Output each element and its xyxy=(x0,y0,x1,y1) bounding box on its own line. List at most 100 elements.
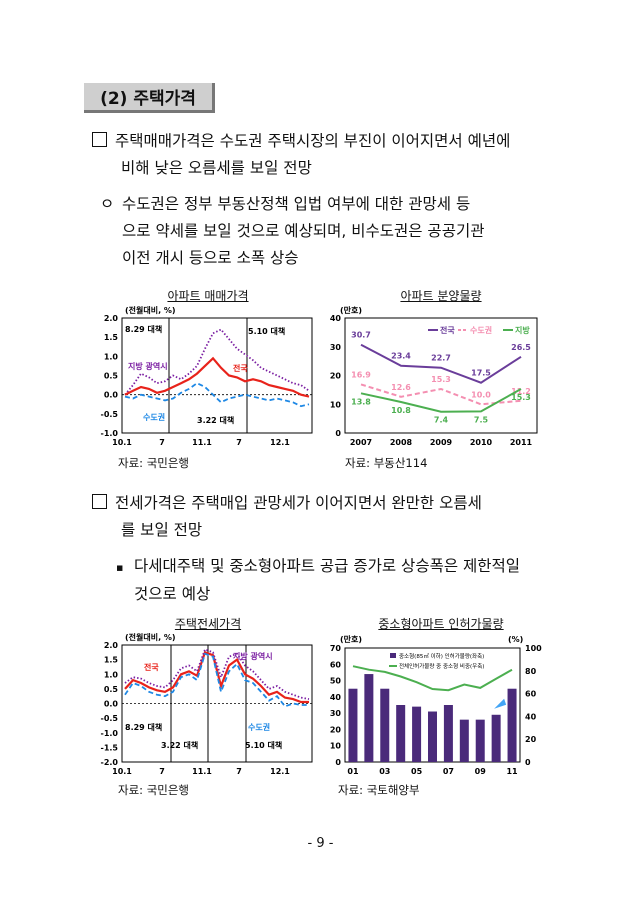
chart4-ytick-right-label: 40 xyxy=(525,712,537,721)
chart3-xtick-label: 7 xyxy=(159,767,165,776)
series-line-전국 xyxy=(124,650,309,704)
chart2-xtick-label: 2007 xyxy=(350,438,372,447)
bullet-text-line2: 것으로 예상 xyxy=(134,585,211,603)
chart4-unit-right: (%) xyxy=(508,635,523,644)
chart4-xtick-label: 11 xyxy=(506,767,518,776)
data-label: 7.4 xyxy=(434,416,449,425)
chart4-ytick-label: 40 xyxy=(330,693,342,702)
chart4-ytick-label: 10 xyxy=(330,742,342,751)
chart2-ytick-label: 0 xyxy=(335,429,341,438)
square-bullet-icon xyxy=(92,494,107,509)
bar xyxy=(507,688,517,762)
chart1-ytick-label: 1.5 xyxy=(104,333,119,342)
series-line-전국 xyxy=(124,356,310,398)
chart1-xtick-label: 11.1 xyxy=(192,438,212,447)
chart2-title: 아파트 분양물량 xyxy=(400,289,482,303)
series-label-수도권: 수도권 xyxy=(143,412,165,422)
chart3-ytick-label: -1.0 xyxy=(101,729,119,738)
chart1-source: 자료: 국민은행 xyxy=(118,456,190,470)
chart1-xtick-label: 7 xyxy=(236,438,242,447)
chart4-xtick-label: 07 xyxy=(443,767,454,776)
chart3-xtick-label: 10.1 xyxy=(112,767,132,776)
chart1-annotation: 3.22 대책 xyxy=(197,415,234,425)
bullet-text-line1: 주택매매가격은 수도권 주택시장의 부진이 이어지면서 예년에 xyxy=(115,132,511,150)
chart4-ytick-right-label: 60 xyxy=(525,690,537,699)
chart4-xtick-label: 05 xyxy=(411,767,423,776)
chart3-annotation: 5.10 대책 xyxy=(245,740,282,750)
chart3-ytick-label: 0.5 xyxy=(104,685,119,694)
chart1-ytick-label: 2.0 xyxy=(104,314,119,323)
square-bullet-icon xyxy=(92,132,107,147)
chart2-xtick-label: 2010 xyxy=(470,438,493,447)
series-line-전국 xyxy=(360,343,522,384)
chart3-ytick-label: -2.0 xyxy=(101,758,119,767)
bullet-text-line1: 전세가격은 주택매입 관망세가 이어지면서 완만한 오름세 xyxy=(115,494,482,512)
chart1-frame xyxy=(121,317,313,434)
bullet-capital-region: ㅇ 수도권은 정부 부동산정책 입법 여부에 대한 관망세 등 으로 약세를 보일… xyxy=(100,191,484,272)
bar xyxy=(428,711,437,762)
chart4-ytick-right-label: 100 xyxy=(525,644,542,653)
bullet-sale-price: 주택매매가격은 수도권 주택시장의 부진이 이어지면서 예년에 비해 낮은 오름… xyxy=(92,128,510,182)
chart4-ytick-label: 20 xyxy=(330,725,342,734)
legend-label: 지방 xyxy=(515,325,530,335)
circle-bullet-icon: ㅇ xyxy=(100,195,115,213)
chart4-xtick-label: 01 xyxy=(347,767,359,776)
bullet-text-line2: 으로 약세를 보일 것으로 예상되며, 비수도권은 공공기관 xyxy=(122,222,485,240)
chart2-unit: (만호) xyxy=(340,305,362,315)
chart4-title: 중소형아파트 인허가물량 xyxy=(378,617,504,631)
bar xyxy=(396,705,406,762)
series-line-share xyxy=(352,665,513,692)
up-arrow-icon xyxy=(494,698,507,709)
chart1-ytick-label: 1.0 xyxy=(104,352,119,361)
bar xyxy=(412,706,422,762)
data-label: 26.5 xyxy=(511,343,531,352)
chart2-source: 자료: 부동산114 xyxy=(345,456,428,470)
series-line-수도권 xyxy=(124,382,310,408)
chart2-ytick-label: 20 xyxy=(330,372,342,381)
chart3-xtick-label: 11.1 xyxy=(192,767,212,776)
series-line-지방 광역시 xyxy=(124,328,310,396)
series-line-수도권 xyxy=(124,652,309,708)
series-line-지방 xyxy=(360,388,522,413)
bar xyxy=(459,719,469,762)
bar xyxy=(380,688,390,762)
chart2-xtick-label: 2009 xyxy=(430,438,453,447)
chart3-annotation: 8.29 대책 xyxy=(125,722,162,732)
chart1-ytick-label: 0.5 xyxy=(104,372,119,381)
chart3-unit: (전월대비, %) xyxy=(125,632,176,642)
bullet-text-line1: 다세대주택 및 중소형아파트 공급 증가로 상승폭은 제한적일 xyxy=(134,557,521,575)
data-label: 12.6 xyxy=(391,383,411,392)
chart3-source: 자료: 국민은행 xyxy=(118,783,190,797)
data-label: 11.2 xyxy=(511,387,531,396)
chart3-ytick-label: 0.0 xyxy=(104,700,119,709)
chart2-frame xyxy=(344,317,538,434)
bullet-text-line2: 비해 낮은 오름세를 보일 전망 xyxy=(121,159,312,177)
chart3-ytick-label: -1.5 xyxy=(101,743,119,752)
series-label-지방 광역시: 지방 광역시 xyxy=(233,651,273,661)
series-label-수도권: 수도권 xyxy=(248,722,270,732)
bar xyxy=(491,714,501,762)
chart3-xtick-label: 7 xyxy=(236,767,242,776)
chart1-xtick-label: 10.1 xyxy=(112,438,132,447)
chart2-xtick-label: 2008 xyxy=(390,438,413,447)
bullet-supply: ▪ 다세대주택 및 중소형아파트 공급 증가로 상승폭은 제한적일 것으로 예상 xyxy=(116,553,520,608)
data-label: 16.9 xyxy=(351,370,371,379)
chart4-ytick-label: 50 xyxy=(330,677,342,686)
series-label-전국: 전국 xyxy=(233,363,248,373)
chart3-ytick-label: 1.5 xyxy=(104,656,119,665)
chart1-annotation: 8.29 대책 xyxy=(125,324,162,334)
chart1-ytick-label: 0.0 xyxy=(104,391,119,400)
data-label: 7.5 xyxy=(474,415,489,424)
bullet-text-line2: 를 보일 전망 xyxy=(121,521,203,539)
chart2-xtick-label: 2011 xyxy=(510,438,533,447)
chart4-ytick-label: 60 xyxy=(330,660,342,669)
chart2-ytick-label: 40 xyxy=(330,314,342,323)
data-label: 22.7 xyxy=(431,354,451,363)
chart1-unit: (전월대비, %) xyxy=(125,305,176,315)
bar xyxy=(348,688,358,762)
data-label: 13.8 xyxy=(351,397,371,406)
chart4-ytick-label: 0 xyxy=(335,758,341,767)
legend-label: 전체인허가물량 중 중소형 비중(우축) xyxy=(399,662,484,670)
chart1-ytick-label: -1.0 xyxy=(101,429,119,438)
